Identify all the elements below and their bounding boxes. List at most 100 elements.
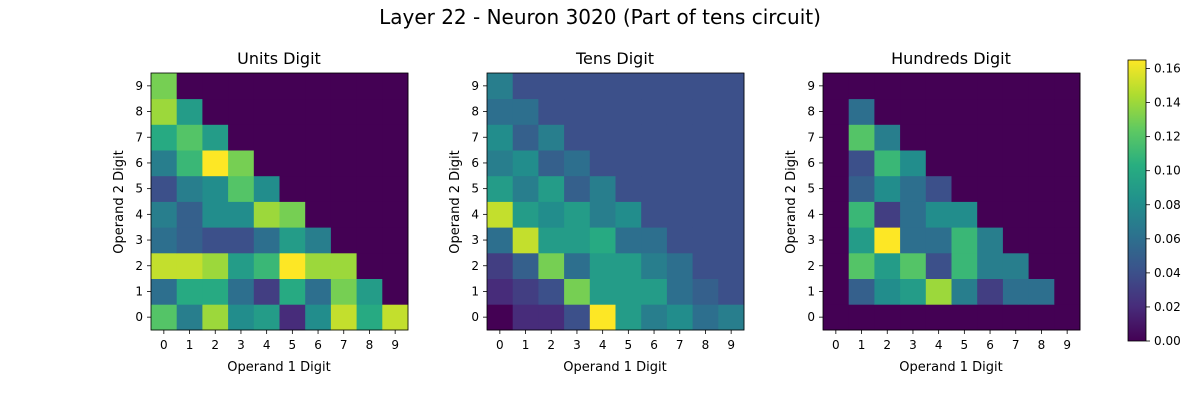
heatmap-cell-tens-4-5: [589, 175, 616, 202]
heatmap-cell-units-9-9: [382, 73, 409, 100]
heatmap-cell-hundreds-1-9: [848, 73, 875, 100]
heatmap-cell-hundreds-2-8: [874, 98, 901, 125]
heatmap-cell-hundreds-4-8: [925, 98, 952, 125]
heatmap-cell-tens-1-1: [512, 278, 539, 305]
x-tick-label-units: 9: [391, 338, 399, 352]
heatmap-cell-units-5-5: [279, 175, 306, 202]
heatmap-cell-hundreds-0-7: [823, 124, 850, 151]
heatmap-cell-hundreds-2-1: [874, 278, 901, 305]
heatmap-cell-units-6-9: [305, 73, 332, 100]
heatmap-cell-tens-7-5: [666, 175, 693, 202]
heatmap-cell-hundreds-5-9: [951, 73, 978, 100]
heatmap-cell-hundreds-5-6: [951, 150, 978, 177]
colorbar-tick-label: 0.06: [1154, 232, 1181, 246]
heatmap-cell-tens-6-6: [641, 150, 668, 177]
x-tick-label-hundreds: 0: [832, 338, 840, 352]
heatmap-cell-tens-6-8: [641, 98, 668, 125]
heatmap-cell-hundreds-8-6: [1028, 150, 1055, 177]
heatmap-cell-units-9-3: [382, 227, 409, 254]
heatmap-cell-units-7-5: [330, 175, 357, 202]
xlabel-units: Operand 1 Digit: [227, 360, 330, 375]
panel-title-units: Units Digit: [237, 49, 321, 68]
heatmap-cell-hundreds-6-6: [977, 150, 1004, 177]
heatmap-cell-tens-0-9: [487, 73, 514, 100]
colorbar-tick-label: 0.00: [1154, 334, 1181, 348]
heatmap-cell-tens-6-7: [641, 124, 668, 151]
heatmap-cell-units-6-3: [305, 227, 332, 254]
heatmap-cell-units-8-5: [356, 175, 383, 202]
y-tick-label-hundreds: 9: [807, 79, 815, 93]
heatmap-cell-hundreds-1-5: [848, 175, 875, 202]
heatmap-cell-hundreds-6-8: [977, 98, 1004, 125]
heatmap-cell-hundreds-3-1: [900, 278, 927, 305]
heatmap-cell-hundreds-0-4: [823, 201, 850, 228]
heatmap-cell-units-1-6: [176, 150, 203, 177]
heatmap-cell-hundreds-9-4: [1054, 201, 1081, 228]
heatmap-cell-hundreds-7-7: [1002, 124, 1029, 151]
colorbar-tick-label: 0.16: [1154, 62, 1181, 76]
heatmap-cell-units-8-1: [356, 278, 383, 305]
heatmap-cell-tens-7-8: [666, 98, 693, 125]
colorbar-tick-label: 0.08: [1154, 198, 1181, 212]
ylabel-hundreds: Operand 2 Digit: [784, 150, 799, 253]
heatmap-cell-hundreds-6-0: [977, 304, 1004, 331]
heatmap-cell-units-2-5: [202, 175, 229, 202]
heatmap-cell-units-8-7: [356, 124, 383, 151]
axes-frame-tens: [486, 72, 745, 331]
heatmap-cell-units-5-0: [279, 304, 306, 331]
heatmap-cell-tens-8-7: [692, 124, 719, 151]
x-tick-label-units: 6: [314, 338, 322, 352]
heatmap-cell-units-9-5: [382, 175, 409, 202]
heatmap-cell-tens-4-1: [589, 278, 616, 305]
heatmap-cell-tens-4-8: [589, 98, 616, 125]
heatmap-cell-hundreds-1-7: [848, 124, 875, 151]
y-tick-label-units: 9: [135, 79, 143, 93]
x-tick-label-hundreds: 5: [961, 338, 969, 352]
heatmap-cell-hundreds-2-7: [874, 124, 901, 151]
x-tick-label-tens: 9: [727, 338, 735, 352]
heatmap-cell-units-5-4: [279, 201, 306, 228]
heatmap-cell-units-2-8: [202, 98, 229, 125]
heatmap-cell-units-1-3: [176, 227, 203, 254]
heatmap-cell-tens-3-0: [564, 304, 591, 331]
heatmap-cell-tens-7-6: [666, 150, 693, 177]
heatmap-cell-tens-6-1: [641, 278, 668, 305]
heatmap-cell-tens-3-7: [564, 124, 591, 151]
ticks-hundreds: 0 1 2 3 4 5 6 7 8 9 0 1 2 3 4 5 6 7 8 9: [807, 79, 1071, 352]
heatmap-cell-units-1-0: [176, 304, 203, 331]
colorbar-tick-label: 0.10: [1154, 164, 1181, 178]
heatmap-cell-units-0-4: [151, 201, 178, 228]
y-tick-label-hundreds: 2: [807, 259, 815, 273]
heatmap-cell-units-7-7: [330, 124, 357, 151]
heatmap-cell-units-2-7: [202, 124, 229, 151]
heatmap-cell-hundreds-0-9: [823, 73, 850, 100]
heatmap-cell-hundreds-3-5: [900, 175, 927, 202]
y-tick-label-hundreds: 0: [807, 310, 815, 324]
y-tick-label-tens: 4: [471, 207, 479, 221]
y-tick-label-tens: 2: [471, 259, 479, 273]
y-tick-label-hundreds: 7: [807, 130, 815, 144]
y-tick-label-units: 0: [135, 310, 143, 324]
heatmap-cell-tens-5-0: [615, 304, 642, 331]
heatmap-cell-tens-5-2: [615, 252, 642, 279]
heatmap-cell-hundreds-3-3: [900, 227, 927, 254]
heatmap-cell-hundreds-3-0: [900, 304, 927, 331]
heatmap-cell-tens-2-5: [538, 175, 565, 202]
heatmap-cell-tens-7-3: [666, 227, 693, 254]
heatmap-cell-tens-7-2: [666, 252, 693, 279]
heatmap-cell-tens-1-4: [512, 201, 539, 228]
heatmap-cell-tens-9-1: [718, 278, 745, 305]
heatmap-cell-hundreds-7-1: [1002, 278, 1029, 305]
heatmap-cell-hundreds-9-3: [1054, 227, 1081, 254]
heatmap-cell-hundreds-6-5: [977, 175, 1004, 202]
heatmap-cell-tens-1-2: [512, 252, 539, 279]
heatmap-cell-tens-6-9: [641, 73, 668, 100]
y-tick-label-hundreds: 5: [807, 182, 815, 196]
heatmap-cell-tens-1-3: [512, 227, 539, 254]
heatmap-cell-hundreds-7-6: [1002, 150, 1029, 177]
heatmap-cell-hundreds-1-0: [848, 304, 875, 331]
heatmap-cell-tens-8-0: [692, 304, 719, 331]
y-tick-label-tens: 6: [471, 156, 479, 170]
panel-title-hundreds: Hundreds Digit: [891, 49, 1011, 68]
y-tick-label-units: 7: [135, 130, 143, 144]
